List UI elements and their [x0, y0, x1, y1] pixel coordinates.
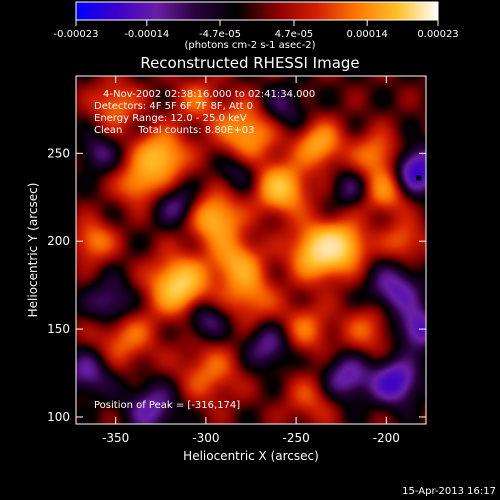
x-axis-label: Heliocentric X (arcsec): [183, 449, 319, 463]
heatmap-image: [76, 76, 426, 424]
info-line-detectors: Detectors: 4F 5F 6F 7F 8F, Att 0: [94, 101, 253, 112]
y-tick-label: 250: [47, 146, 70, 160]
colorbar-ticks: -0.00023 -0.00014 -4.7e-05 4.7e-05 0.00014 0.…: [54, 20, 459, 40]
footer-timestamp: 15-Apr-2013 16:17: [402, 486, 496, 497]
colorbar-tick-label: 0.00014: [346, 29, 387, 40]
colorbar: -0.00023 -0.00014 -4.7e-05 4.7e-05 0.00014 0.…: [54, 1, 459, 51]
chart-title: Reconstructed RHESSI Image: [140, 54, 359, 72]
colorbar-tick-label: 0.00023: [417, 29, 458, 40]
peak-position-label: Position of Peak = [-316,174]: [94, 400, 240, 411]
colorbar-tick-label: -4.7e-05: [199, 29, 241, 40]
x-tick-label: -300: [192, 431, 219, 445]
colorbar-tick-label: -0.00023: [54, 29, 99, 40]
colorbar-tick-label: 4.7e-05: [275, 29, 313, 40]
x-tick-label: -250: [282, 431, 309, 445]
info-line-counts: Clean Total counts: 8.80E+03: [94, 125, 254, 136]
y-axis-ticks: 100 150 200 250: [47, 146, 426, 424]
y-tick-label: 200: [47, 234, 70, 248]
colorbar-gradient: [75, 1, 439, 21]
x-axis-ticks: -350 -300 -250 -200: [102, 76, 400, 445]
plot-frame: [75, 75, 427, 425]
y-tick-label: 150: [47, 322, 70, 336]
colorbar-unit-label: (photons cm-2 s-1 asec-2): [184, 40, 315, 51]
x-tick-label: -350: [102, 431, 129, 445]
x-tick-label: -200: [373, 431, 400, 445]
colorbar-tick-label: -0.00014: [124, 29, 169, 40]
y-tick-label: 100: [47, 410, 70, 424]
plot-area: -350 -300 -250 -200 100 150 200 250: [47, 75, 427, 445]
info-line-time: 4-Nov-2002 02:38:16.000 to 02:41:34.000: [103, 89, 315, 100]
marker-square: [416, 175, 422, 181]
y-axis-label: Heliocentric Y (arcsec): [26, 183, 40, 318]
info-block: 4-Nov-2002 02:38:16.000 to 02:41:34.000 …: [94, 89, 315, 411]
info-line-energy: Energy Range: 12.0 - 25.0 keV: [94, 113, 247, 124]
